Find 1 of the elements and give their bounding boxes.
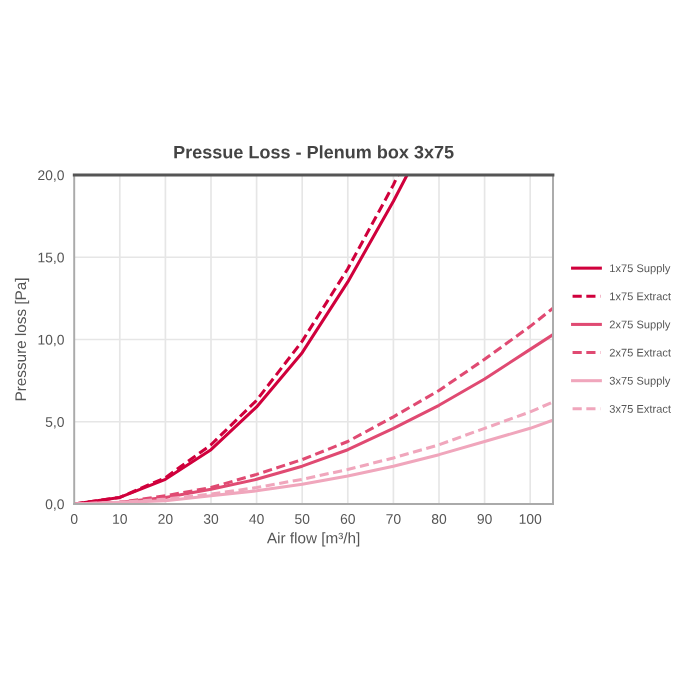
chart-title: Pressue Loss - Plenum box 3x75: [174, 145, 454, 159]
